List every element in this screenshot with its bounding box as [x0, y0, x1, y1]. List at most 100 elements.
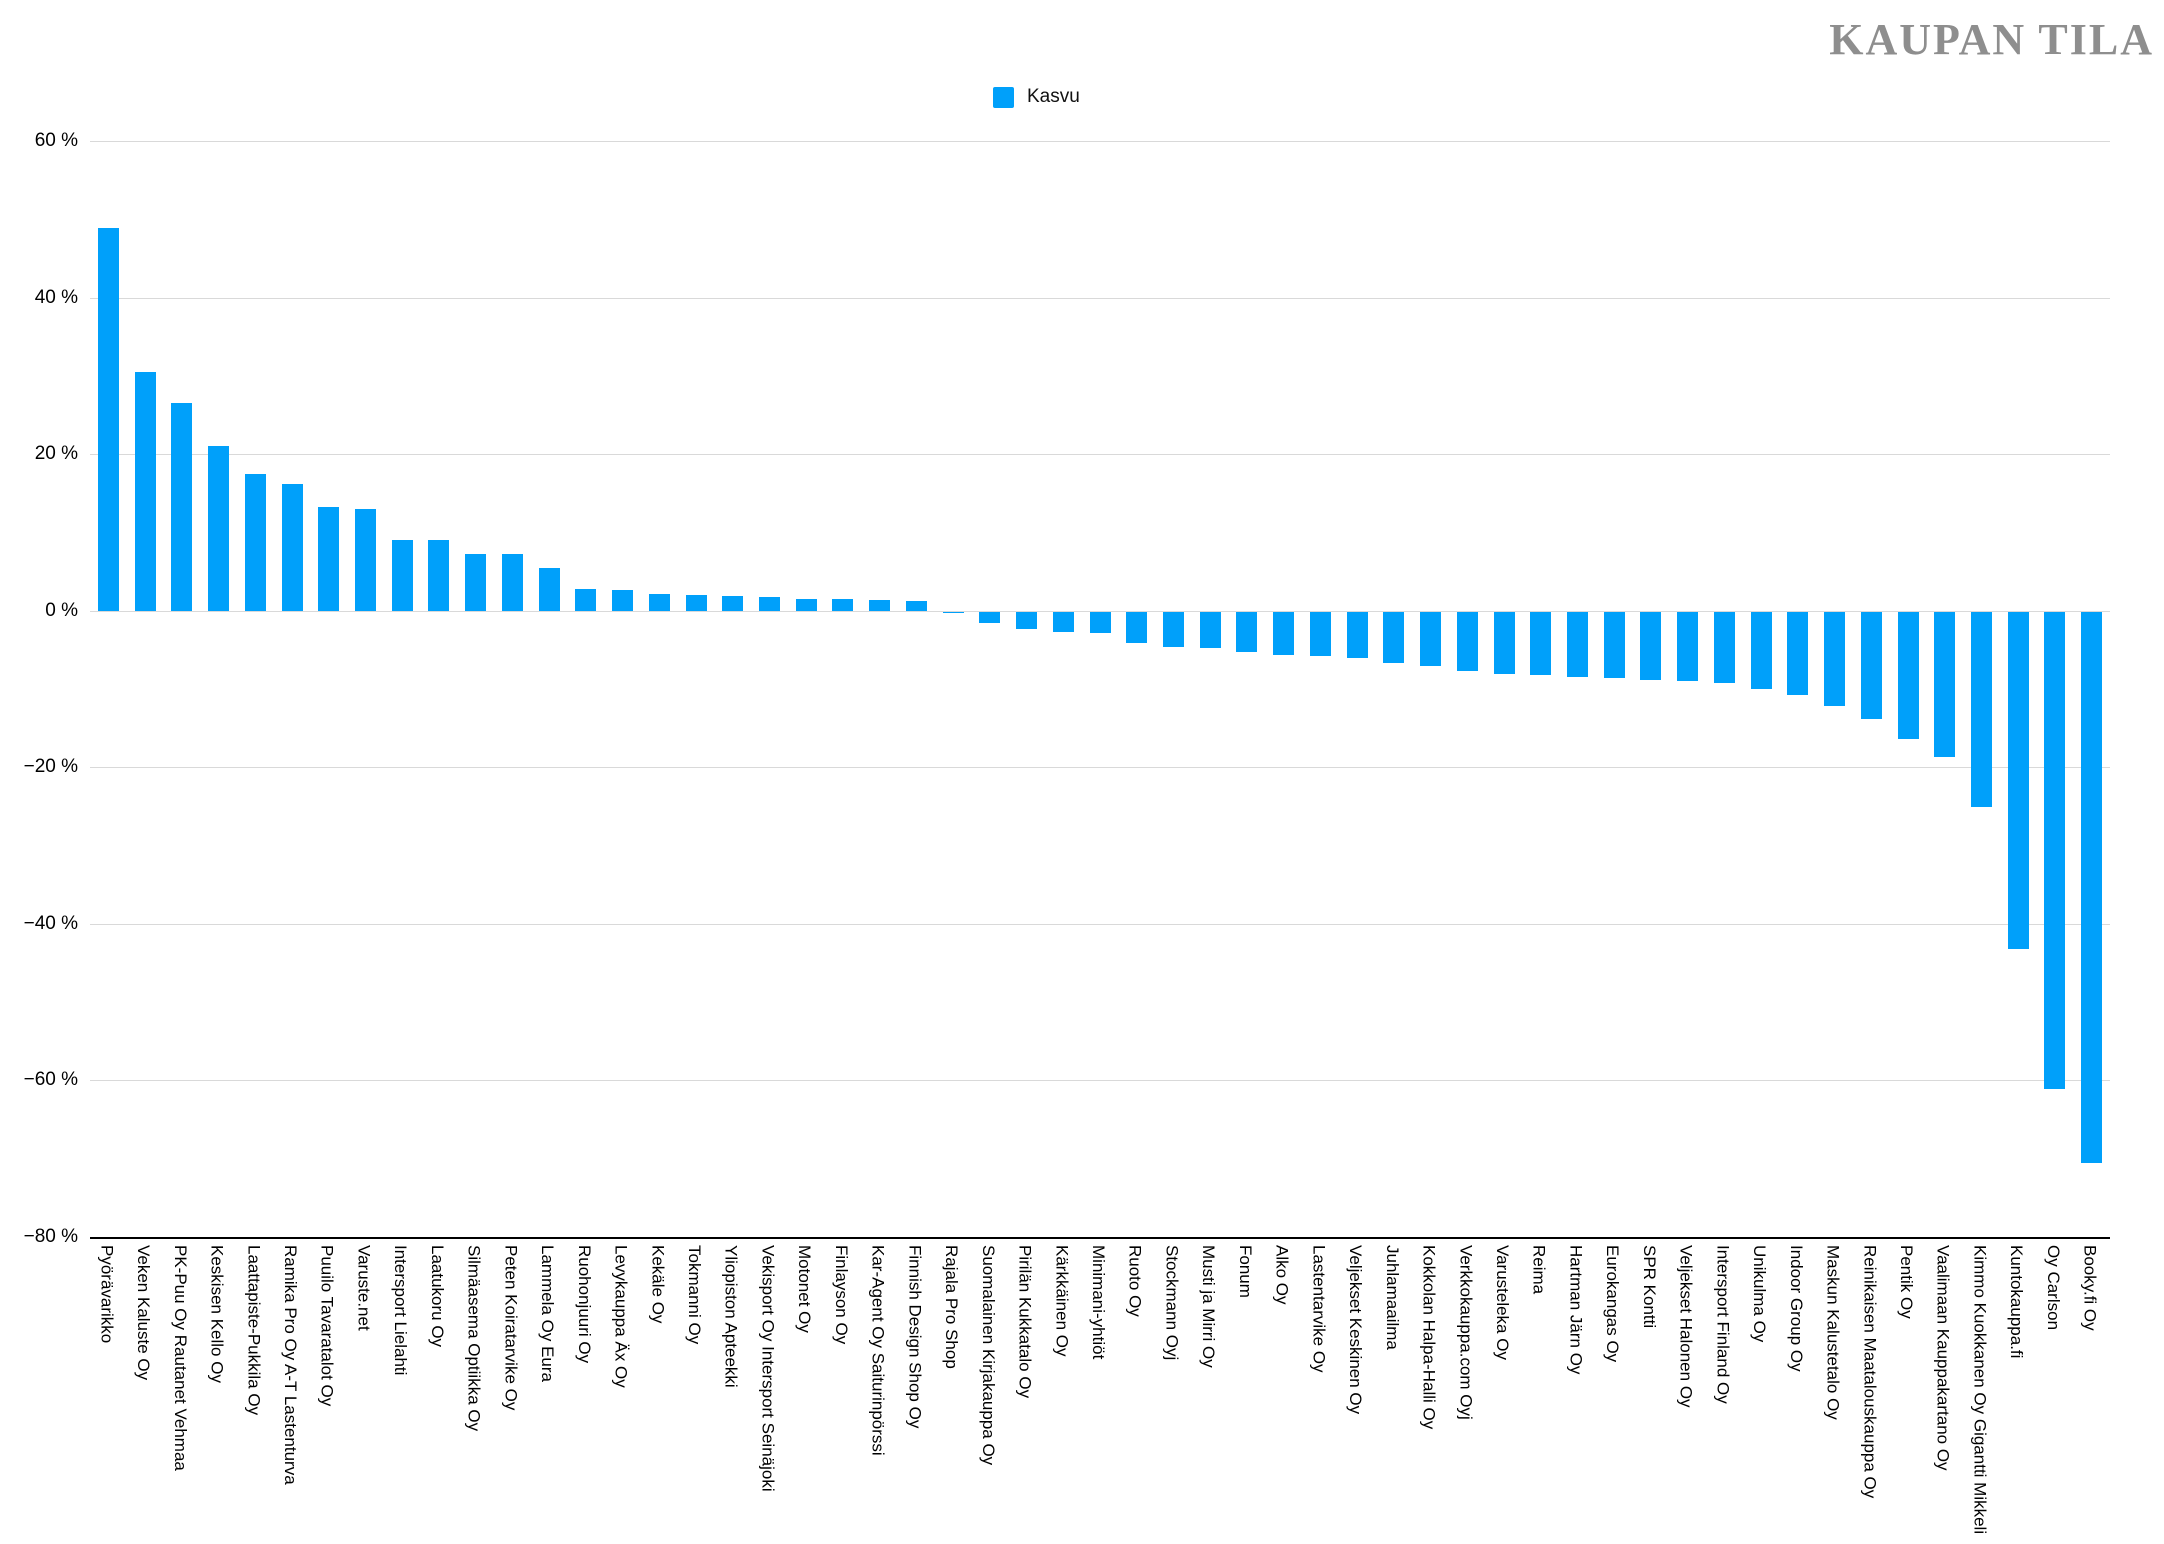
bar[interactable] — [942, 611, 964, 614]
bar[interactable] — [208, 446, 230, 611]
x-axis-label: Rajala Pro Shop — [942, 1245, 962, 1369]
bar[interactable] — [1016, 611, 1038, 629]
x-axis-label: Varusteleka Oy — [1493, 1245, 1512, 1360]
x-axis-label: Veljekset Halonen Oy — [1676, 1245, 1696, 1408]
bar[interactable] — [1493, 611, 1515, 674]
x-axis-label: Finlayson Oy — [831, 1245, 851, 1345]
bar[interactable] — [2044, 611, 2066, 1090]
x-axis-label: Ruoto Oy — [1125, 1245, 1145, 1317]
bar[interactable] — [1162, 611, 1184, 647]
x-axis-label: Kimmo Kuokkanen Oy Gigantti Mikkeli — [1970, 1245, 1990, 1535]
x-axis-label: Kuntokauppa.fi — [2007, 1245, 2027, 1359]
x-axis-label: Yliopiston Apteekki — [721, 1245, 741, 1388]
bar[interactable] — [1934, 611, 1956, 758]
bar[interactable] — [575, 588, 597, 611]
bar[interactable] — [318, 506, 340, 611]
x-axis-label: Kokkolan Halpa-Halli Oy — [1419, 1245, 1439, 1430]
bar[interactable] — [354, 508, 376, 611]
x-axis-label: Hartman Järn Oy — [1566, 1245, 1586, 1375]
legend[interactable]: Kasvu — [993, 86, 1080, 108]
bar[interactable] — [1824, 611, 1846, 706]
bar[interactable] — [391, 540, 413, 611]
x-axis-label: Kar-Agent Oy Saiturinpörssi — [868, 1245, 888, 1456]
bar[interactable] — [1309, 611, 1331, 657]
bar[interactable] — [905, 601, 927, 611]
x-axis-label: Suomalainen Kirjakauppa Oy — [978, 1245, 998, 1466]
bar[interactable] — [97, 227, 119, 611]
gridline — [90, 454, 2110, 456]
bar[interactable] — [1713, 611, 1735, 683]
bar[interactable] — [1640, 611, 1662, 680]
x-axis-label: Veljekset Keskinen Oy — [1346, 1245, 1366, 1415]
bar[interactable] — [1970, 611, 1992, 807]
bar[interactable] — [1860, 611, 1882, 719]
bar[interactable] — [1456, 611, 1478, 672]
bar[interactable] — [869, 599, 891, 611]
x-axis-label: SPR Kontti — [1639, 1245, 1659, 1329]
bar[interactable] — [465, 553, 487, 611]
x-axis-label: Keskisen Kello Oy — [207, 1245, 227, 1383]
bar[interactable] — [2007, 611, 2029, 950]
bar[interactable] — [134, 371, 156, 611]
x-axis-label: Ruohonjuuri Oy — [574, 1245, 594, 1364]
bar[interactable] — [1126, 611, 1148, 644]
bar[interactable] — [1273, 611, 1295, 655]
bar[interactable] — [171, 403, 193, 611]
x-axis-label: Puuilo Tavaratalot Oy — [317, 1245, 337, 1407]
bar[interactable] — [979, 611, 1001, 623]
bar[interactable] — [1787, 611, 1809, 696]
bar[interactable] — [722, 595, 744, 611]
x-axis-label: Indoor Group Oy — [1786, 1245, 1806, 1372]
bar[interactable] — [1420, 611, 1442, 666]
x-axis-label: Levykauppa Äx Oy — [611, 1245, 631, 1388]
bar[interactable] — [832, 598, 854, 611]
bar[interactable] — [501, 554, 523, 611]
bar[interactable] — [2081, 611, 2103, 1163]
x-axis-label: Lastentarvike Oy — [1309, 1245, 1329, 1373]
bar[interactable] — [1383, 611, 1405, 664]
bar[interactable] — [795, 598, 817, 611]
bar[interactable] — [685, 595, 707, 611]
x-axis-label: Minimani-yhtiöt — [1089, 1245, 1108, 1360]
bar[interactable] — [1603, 611, 1625, 679]
y-tick-label: −80 % — [23, 1226, 78, 1247]
gridline — [90, 923, 2110, 925]
bar[interactable] — [1677, 611, 1699, 682]
bar[interactable] — [612, 589, 634, 611]
bar[interactable] — [1566, 611, 1588, 677]
x-axis-label: Varuste.net — [354, 1245, 374, 1331]
bar[interactable] — [1346, 611, 1368, 658]
bar[interactable] — [1236, 611, 1258, 653]
x-axis-labels: Pyörävarikko Veken Kaluste Oy PK-Puu Oy Ra… — [0, 1245, 2164, 1544]
x-axis-label: Peten Koiratarvike Oy — [501, 1245, 521, 1411]
x-axis-label: Juhlamaailma — [1382, 1245, 1402, 1350]
x-axis-label: Pyörävarikko — [97, 1245, 117, 1344]
y-tick-label: 60 % — [34, 130, 78, 151]
gridline — [90, 297, 2110, 299]
bar[interactable] — [758, 597, 780, 611]
x-axis-label: Silmäasema Optiikka Oy — [464, 1245, 484, 1432]
bar[interactable] — [1052, 611, 1074, 633]
y-tick-label: 40 % — [34, 286, 78, 308]
bar[interactable] — [281, 483, 303, 611]
bar[interactable] — [1750, 611, 1772, 690]
y-tick-label: −40 % — [23, 912, 78, 934]
bar[interactable] — [1089, 611, 1111, 633]
bar[interactable] — [244, 474, 266, 611]
bar[interactable] — [1897, 611, 1919, 740]
gridline — [90, 610, 2110, 612]
x-axis-label: Laattapiste-Pukkila Oy — [244, 1245, 264, 1416]
bar[interactable] — [538, 567, 560, 611]
bar[interactable] — [428, 540, 450, 611]
x-axis-label: Finnish Design Shop Oy — [905, 1245, 925, 1429]
bar[interactable] — [1530, 611, 1552, 676]
y-tick-label: −60 % — [23, 1069, 78, 1091]
x-axis-label: Booky.fi Oy — [2080, 1245, 2100, 1331]
x-axis-label: Maskun Kalustetalo Oy — [1823, 1245, 1843, 1420]
bar[interactable] — [648, 594, 670, 611]
legend-label: Kasvu — [1027, 86, 1080, 107]
x-axis-label: Tokmanni Oy — [685, 1245, 704, 1345]
bar[interactable] — [1199, 611, 1221, 649]
legend-swatch-kasvu-icon — [993, 86, 1014, 108]
